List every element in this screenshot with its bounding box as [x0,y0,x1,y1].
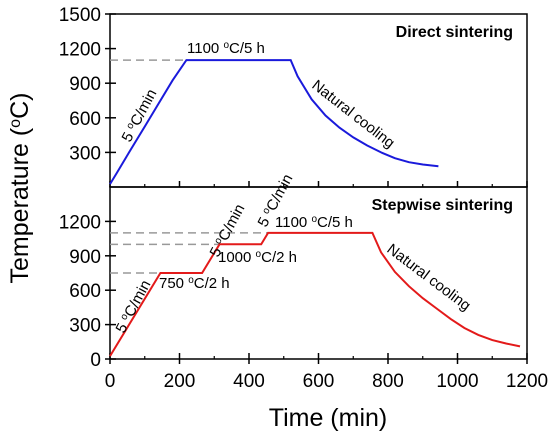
stepwise-ramp-rate-2-label-degree: o [212,235,225,245]
direct-y-tick-label: 1200 [59,40,101,61]
direct-series-line [109,59,439,185]
stepwise-hold-2-label: 1000 oC/2 h [218,249,297,267]
stepwise-sintering-panel: Stepwise sintering 0 300 600 900 1200 5 oC/mi… [59,171,528,371]
stepwise-ramp-rate-1-label-degree: o [118,311,131,321]
y-axis-title-unit-sup: o [7,119,24,128]
x-axis-title: Time (min) [269,404,388,432]
direct-ramp-rate-label-degree: o [124,120,137,130]
direct-hold-label-degree: o [223,40,229,51]
stepwise-y-tick-label: 600 [69,281,101,302]
stepwise-hold-3-label-unit: C/5 h [317,214,353,231]
y-axis-title-unit: C [6,101,34,119]
stepwise-ramp-rate-3-label-unit: C/min [263,171,296,214]
x-tick-label: 1200 [506,371,548,392]
y-axis-title-paren-open: ( [6,127,34,143]
x-tick-label: 0 [105,371,116,392]
stepwise-hold-2-label-unit: C/2 h [261,249,297,266]
x-tick-label: 200 [164,371,196,392]
direct-y-tick-label: 300 [69,143,101,164]
stepwise-y-tick-label: 300 [69,316,101,337]
direct-y-tick-label: 900 [69,74,101,95]
stepwise-hold-1-label: 750 oC/2 h [159,275,230,293]
direct-hold-label: 1100 oC/5 h [187,40,265,58]
stepwise-hold-3-label-degree: o [311,214,317,225]
direct-cooling-label: Natural cooling [309,77,398,152]
stepwise-y-tick-label: 1200 [59,212,101,233]
stepwise-hold-1-label-degree: o [188,275,194,286]
stepwise-sintering-title: Stepwise sintering [372,197,513,214]
direct-hold-label-value: 1100 [187,40,223,57]
direct-sintering-title: Direct sintering [396,24,513,41]
stepwise-hold-1-label-unit: C/2 h [194,275,230,292]
x-tick-label: 1000 [436,371,478,392]
y-axis-title: Temperature (oC) [6,93,34,284]
direct-hold-label-unit: C/5 h [229,40,265,57]
y-axis-title-paren-close: ) [6,93,34,101]
direct-y-tick-label: 1500 [59,5,101,26]
stepwise-ramp-rate-3-label-degree: o [260,205,273,215]
x-tick-label: 800 [372,371,404,392]
x-tick-label: 600 [303,371,335,392]
stepwise-series-line [109,231,521,357]
stepwise-ramp-rate-2-label-unit: C/min [215,201,248,244]
stepwise-hold-2-label-value: 1000 [218,249,256,266]
stepwise-ramp-rate-1-label: 5 oC/min [112,277,154,336]
stepwise-hold-3-label: 1100 oC/5 h [275,214,353,232]
stepwise-y-tick-label: 0 [90,350,101,371]
stepwise-hold-1-label-value: 750 [159,275,188,292]
x-tick-label: 400 [233,371,265,392]
y-axis-title-main: Temperature [6,143,34,283]
stepwise-hold-2-label-degree: o [256,249,262,260]
stepwise-ramp-rate-1-label-unit: C/min [121,277,154,320]
stepwise-y-tick-label: 900 [69,247,101,268]
stepwise-hold-3-label-value: 1100 [275,214,311,231]
direct-y-tick-label: 600 [69,109,101,130]
